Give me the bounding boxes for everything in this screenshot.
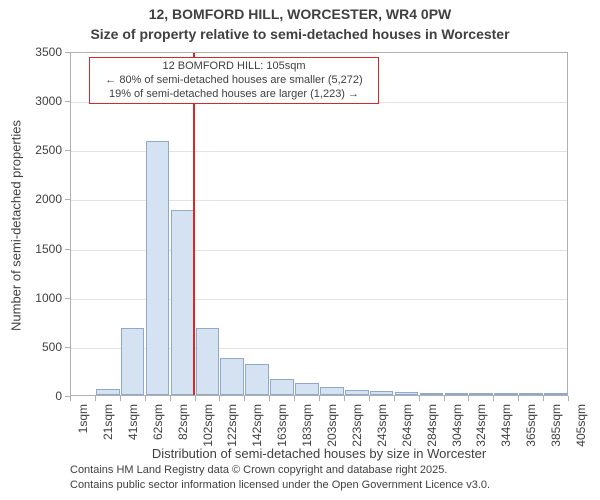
histogram-bar [295,383,319,395]
x-tick-mark [120,396,121,401]
x-tick-mark [269,396,270,401]
histogram-bar [395,392,419,395]
x-tick-mark [543,396,544,401]
y-tick-label: 3500 [22,45,62,59]
histogram-bar [519,393,543,395]
plot-area: 12 BOMFORD HILL: 105sqm ← 80% of semi-de… [70,52,568,396]
histogram-bar [96,389,120,395]
histogram-bar [345,390,369,395]
x-tick-label: 243sqm [375,404,389,454]
x-tick-label: 82sqm [176,404,190,454]
x-tick-mark [70,396,71,401]
chart-container: 12, BOMFORD HILL, WORCESTER, WR4 0PW Siz… [0,0,600,500]
x-axis-label: Distribution of semi-detached houses by … [70,446,568,461]
y-tick-mark [65,298,70,299]
x-tick-mark [319,396,320,401]
x-tick-mark [518,396,519,401]
chart-title: 12, BOMFORD HILL, WORCESTER, WR4 0PW [0,6,600,22]
x-tick-label: 203sqm [325,404,339,454]
x-tick-mark [419,396,420,401]
histogram-bar [320,387,344,395]
y-tick-label: 1000 [22,291,62,305]
x-tick-mark [493,396,494,401]
x-tick-label: 365sqm [524,404,538,454]
y-tick-label: 0 [22,389,62,403]
y-tick-label: 3000 [22,94,62,108]
histogram-bars [71,53,567,395]
y-tick-label: 500 [22,340,62,354]
histogram-bar [171,210,195,395]
x-tick-mark [145,396,146,401]
annotation-box: 12 BOMFORD HILL: 105sqm ← 80% of semi-de… [89,57,379,104]
histogram-bar [121,328,145,395]
x-tick-label: 142sqm [250,404,264,454]
x-tick-mark [394,396,395,401]
x-tick-mark [568,396,569,401]
x-tick-label: 324sqm [474,404,488,454]
annotation-line-3: 19% of semi-detached houses are larger (… [96,88,372,102]
x-tick-label: 62sqm [151,404,165,454]
x-tick-mark [95,396,96,401]
histogram-bar [544,393,568,395]
x-tick-mark [444,396,445,401]
x-tick-label: 405sqm [574,404,588,454]
y-tick-mark [65,199,70,200]
x-tick-label: 1sqm [76,404,90,454]
x-tick-mark [170,396,171,401]
x-tick-mark [344,396,345,401]
property-marker-line [193,53,195,395]
credit-line-1: Contains HM Land Registry data © Crown c… [70,464,447,476]
x-tick-label: 304sqm [450,404,464,454]
x-tick-mark [294,396,295,401]
histogram-bar [220,358,244,395]
histogram-bar [270,379,294,395]
histogram-bar [196,328,220,395]
x-tick-mark [244,396,245,401]
x-tick-label: 41sqm [126,404,140,454]
x-tick-label: 102sqm [201,404,215,454]
x-tick-label: 21sqm [101,404,115,454]
annotation-line-2: ← 80% of semi-detached houses are smalle… [96,74,372,88]
histogram-bar [469,393,493,395]
x-tick-label: 284sqm [425,404,439,454]
histogram-bar [420,393,444,395]
x-tick-label: 163sqm [275,404,289,454]
y-tick-mark [65,249,70,250]
credit-line-2: Contains public sector information licen… [70,479,490,491]
histogram-bar [445,393,469,395]
histogram-bar [494,393,518,395]
x-tick-mark [219,396,220,401]
y-tick-mark [65,347,70,348]
x-tick-label: 122sqm [225,404,239,454]
histogram-bar [245,364,269,395]
x-tick-mark [195,396,196,401]
y-tick-mark [65,101,70,102]
x-tick-mark [468,396,469,401]
x-tick-label: 223sqm [350,404,364,454]
y-tick-mark [65,150,70,151]
x-tick-label: 385sqm [549,404,563,454]
y-tick-label: 2000 [22,192,62,206]
y-tick-mark [65,52,70,53]
histogram-bar [370,391,394,395]
y-tick-label: 1500 [22,242,62,256]
x-tick-label: 183sqm [300,404,314,454]
histogram-bar [146,141,170,395]
y-tick-label: 2500 [22,143,62,157]
chart-subtitle: Size of property relative to semi-detach… [0,26,600,42]
x-tick-label: 344sqm [499,404,513,454]
annotation-line-1: 12 BOMFORD HILL: 105sqm [96,60,372,74]
x-tick-mark [369,396,370,401]
x-tick-label: 264sqm [400,404,414,454]
